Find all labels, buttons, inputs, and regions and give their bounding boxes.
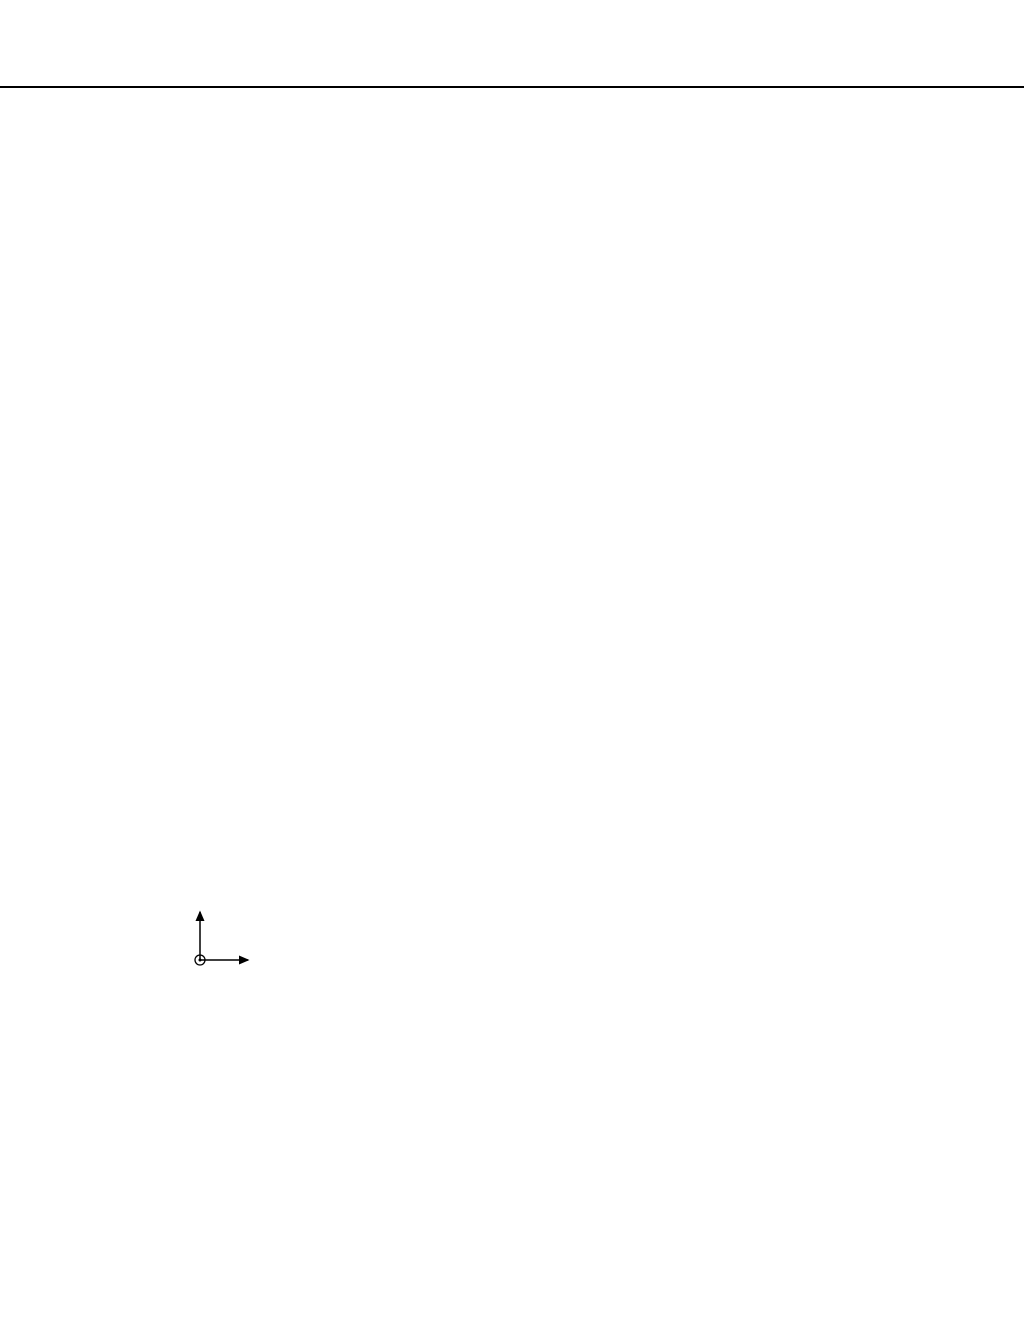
diagram-svg xyxy=(300,370,900,1170)
coord-axes xyxy=(170,900,290,995)
patent-figure xyxy=(300,370,900,1170)
axes-svg xyxy=(170,900,290,990)
page-header xyxy=(0,84,1024,88)
